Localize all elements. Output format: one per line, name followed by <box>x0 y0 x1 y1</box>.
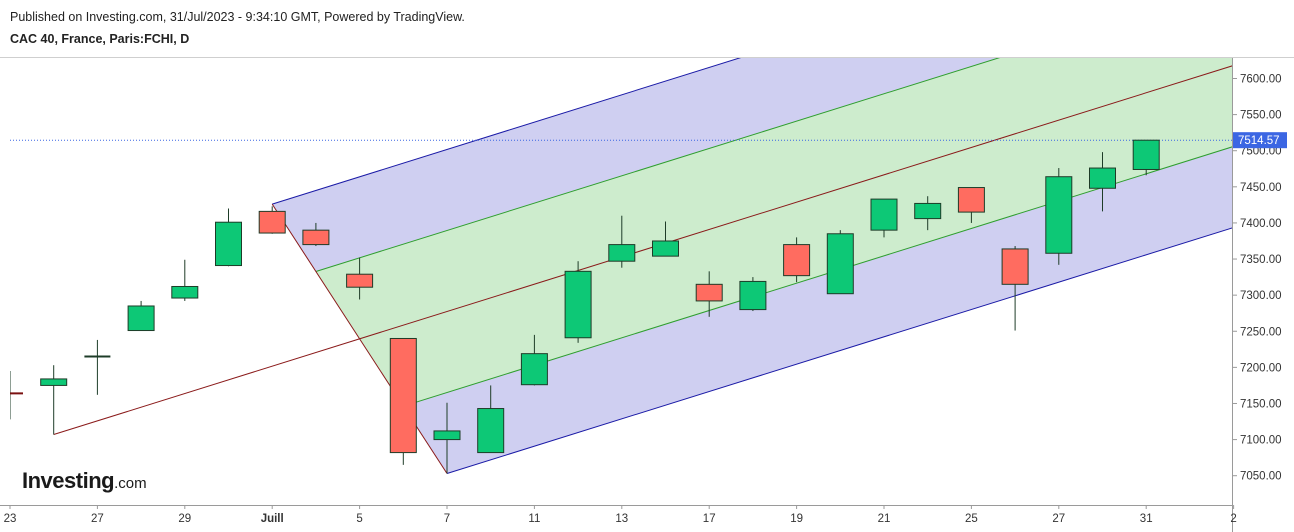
candle <box>1045 168 1073 265</box>
candle-body <box>302 229 330 246</box>
candle-body <box>433 430 461 441</box>
candle-body <box>1132 139 1160 170</box>
candle <box>389 337 417 465</box>
y-tick-label: 7150.00 <box>1240 398 1282 410</box>
y-tick-label: 7350.00 <box>1240 254 1282 266</box>
x-tick-label: 11 <box>528 513 540 525</box>
candle <box>215 208 242 267</box>
candle <box>433 402 461 474</box>
pitchfork-inner-upper-line <box>315 57 1004 272</box>
candle-body <box>1001 248 1029 285</box>
y-tick-label: 7400.00 <box>1240 218 1282 230</box>
candle <box>258 206 286 234</box>
candle <box>695 271 723 317</box>
candle-body <box>870 198 898 231</box>
candle-body <box>40 378 68 386</box>
published-caption: Published on Investing.com, 31/Jul/2023 … <box>10 10 465 24</box>
candle <box>171 259 199 301</box>
y-tick-label: 7050.00 <box>1240 471 1282 483</box>
candle-body <box>389 337 417 454</box>
candle <box>826 230 854 295</box>
x-tick-label: Juill <box>261 513 284 525</box>
pitchfork-median-line <box>53 65 1232 436</box>
investing-logo: Investing.com <box>22 468 147 493</box>
x-tick-label: 5 <box>356 513 362 525</box>
pitchfork-bands <box>272 57 1232 474</box>
candle-body <box>783 244 811 277</box>
y-tick-label: 7500.00 <box>1240 146 1282 158</box>
candle <box>40 365 68 435</box>
candle-body <box>957 187 985 213</box>
candle <box>564 261 592 343</box>
x-tick-label: 27 <box>1052 513 1065 525</box>
y-tick-label: 7250.00 <box>1240 326 1282 338</box>
candle <box>652 221 679 257</box>
y-tick-label: 7450.00 <box>1240 182 1282 194</box>
y-tick-label: 7300.00 <box>1240 290 1282 302</box>
x-tick-label: 31 <box>1140 513 1153 525</box>
pitchfork-inner-band <box>315 57 1232 407</box>
candle <box>84 339 111 395</box>
pitchfork-handle <box>271 203 448 474</box>
pitchfork-upper-line <box>272 57 745 205</box>
x-tick-label: 25 <box>965 513 978 525</box>
candle-body <box>346 273 374 288</box>
candle-body <box>1089 167 1116 189</box>
candle-body <box>1045 176 1073 254</box>
symbol-title: CAC 40, France, Paris:FCHI, D <box>10 32 190 46</box>
candle <box>1132 139 1160 176</box>
candle <box>739 277 767 312</box>
x-tick-label: 21 <box>878 513 891 525</box>
x-tick-label: 27 <box>91 513 104 525</box>
candle-body <box>477 408 505 454</box>
candle <box>520 334 548 386</box>
candle <box>346 257 374 300</box>
x-tick-label: 2 <box>1230 513 1236 525</box>
candle <box>1089 152 1116 212</box>
candle-body <box>171 285 199 299</box>
last-price-tag <box>1233 132 1287 149</box>
pitchfork-lower-line <box>446 227 1232 475</box>
candle <box>957 187 985 223</box>
candle-body <box>695 283 723 302</box>
y-tick-label: 7200.00 <box>1240 362 1282 374</box>
candle-body <box>520 353 548 386</box>
candle-body <box>564 270 592 339</box>
y-tick-label: 7600.00 <box>1240 73 1282 85</box>
candle-body <box>608 244 636 262</box>
candle <box>10 370 23 420</box>
candle <box>1001 246 1029 331</box>
x-tick-label: 7 <box>444 513 450 525</box>
candles <box>10 139 1160 474</box>
x-tick-label: 23 <box>4 513 17 525</box>
axes: 7050.00 7100.00 7150.00 7200.00 7250.00 7300.… <box>0 57 1294 532</box>
candle-body <box>258 210 286 234</box>
x-tick-label: 13 <box>615 513 628 525</box>
candle-body <box>739 280 767 311</box>
x-tick-label: 17 <box>703 513 716 525</box>
y-tick-label: 7550.00 <box>1240 110 1282 122</box>
last-price-label: 7514.57 <box>1238 135 1280 147</box>
candle <box>870 198 898 238</box>
candle <box>127 300 155 332</box>
y-tick-label: 7100.00 <box>1240 435 1282 447</box>
candle-body <box>652 240 679 257</box>
candle <box>914 196 942 231</box>
candle-body <box>826 233 854 295</box>
candle-body <box>215 221 242 267</box>
x-tick-label: 19 <box>790 513 803 525</box>
candle-body <box>914 202 942 220</box>
candle <box>783 237 811 283</box>
x-tick-label: 29 <box>178 513 191 525</box>
candle <box>302 222 330 247</box>
candle <box>477 385 505 454</box>
candle <box>608 215 636 268</box>
candle-body <box>127 305 155 332</box>
